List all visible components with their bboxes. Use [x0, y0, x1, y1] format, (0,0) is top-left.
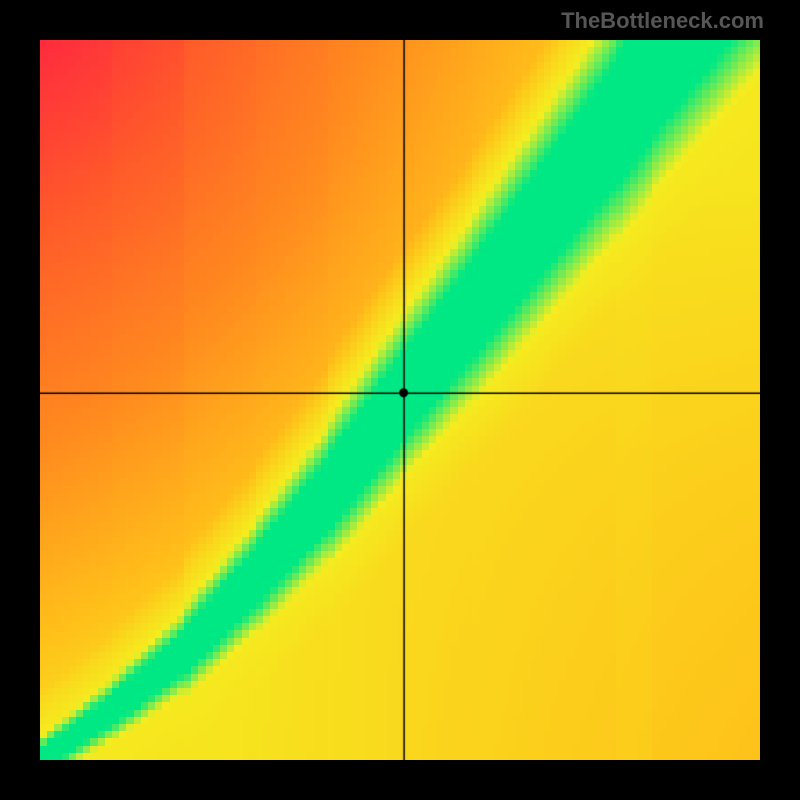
- bottleneck-heatmap: [40, 40, 760, 760]
- chart-container: TheBottleneck.com: [0, 0, 800, 800]
- watermark-text: TheBottleneck.com: [561, 8, 764, 34]
